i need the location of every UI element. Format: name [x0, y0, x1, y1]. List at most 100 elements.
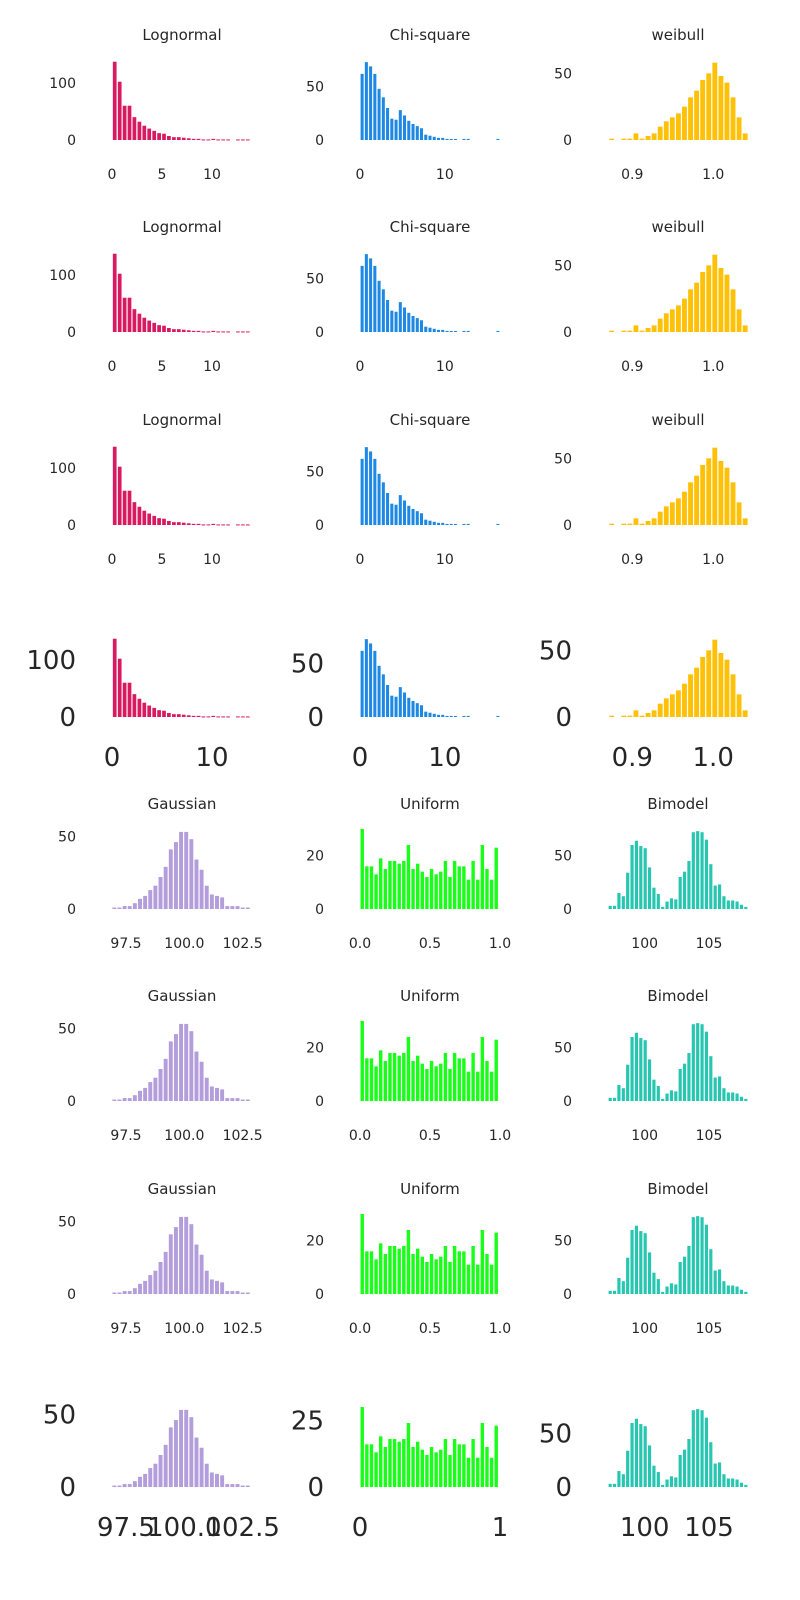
panel-title: Bimodel	[647, 987, 708, 1005]
histogram-bar	[230, 1291, 235, 1294]
histogram-bar	[674, 1091, 678, 1101]
y-tick-label: 20	[306, 849, 324, 865]
histogram-bar	[462, 715, 466, 717]
histogram-bar	[122, 1291, 127, 1294]
histogram-bar	[476, 1071, 480, 1101]
x-tick-label: 100	[631, 936, 658, 952]
histogram-bar	[369, 1058, 374, 1101]
histogram-bar	[448, 1069, 452, 1101]
histogram-bar	[420, 1449, 425, 1487]
histogram-bar	[191, 330, 196, 332]
histogram-bar	[173, 1034, 178, 1101]
histogram-bar	[245, 139, 250, 141]
histogram-bar	[245, 331, 250, 333]
histogram-bar	[445, 523, 449, 525]
histogram-bar	[360, 1407, 364, 1487]
panel-bimodal-row-5: Bimodel 0 50 100 105	[554, 795, 748, 952]
histogram-bar	[480, 1037, 485, 1101]
histogram-bar	[439, 871, 443, 909]
histogram-bar	[204, 1270, 209, 1294]
histogram-bar	[143, 895, 148, 909]
histogram-bar	[429, 1447, 434, 1487]
histogram-bar	[744, 906, 748, 909]
histogram-bar	[235, 1291, 240, 1294]
histogram-bar	[377, 88, 381, 140]
histogram-bar	[201, 524, 206, 526]
histogram-bar	[647, 1445, 652, 1487]
histogram-bar	[448, 877, 452, 909]
histogram-bar	[682, 683, 687, 717]
histogram-bar	[651, 133, 657, 140]
histogram-bar	[439, 1449, 443, 1487]
histogram-bar	[621, 330, 627, 332]
histogram-bar	[216, 139, 221, 141]
histogram-bar	[608, 1483, 612, 1487]
y-tick-label: 0	[563, 1094, 572, 1110]
histogram-bar	[398, 302, 402, 332]
histogram-bar	[199, 869, 204, 909]
histogram-bar	[639, 1424, 643, 1487]
histogram-bar	[381, 289, 385, 332]
histogram-bar	[691, 1024, 695, 1101]
histogram-bar	[369, 451, 373, 525]
y-tick-label: 50	[43, 1400, 76, 1430]
histogram-bar	[428, 712, 432, 717]
histogram-bar	[411, 124, 415, 140]
histogram-bar	[127, 297, 132, 332]
histogram-bar	[656, 1472, 660, 1487]
x-tick-label: 0.0	[349, 936, 371, 952]
x-tick-label: 1.0	[489, 936, 511, 952]
histogram-bar	[621, 138, 627, 140]
histogram-bar	[688, 674, 693, 717]
y-tick-label: 25	[291, 1406, 324, 1436]
histogram-bar	[235, 906, 240, 909]
histogram-bar	[449, 523, 453, 525]
histogram-bar	[189, 1417, 194, 1487]
y-tick-label: 50	[554, 66, 572, 82]
panel-chisquare-row-3: Chi-square 0 50 0 10	[306, 411, 500, 568]
histogram-bar	[731, 900, 735, 909]
histogram-bar	[726, 1478, 730, 1487]
histogram-bar	[386, 493, 390, 525]
histogram-bar	[691, 1217, 695, 1294]
histogram-bar	[626, 1450, 630, 1487]
histogram-bar	[167, 136, 171, 140]
histogram-bar	[236, 139, 240, 141]
histogram-bar	[612, 905, 617, 909]
x-tick-label: 97.5	[97, 1513, 155, 1543]
histogram-bar	[656, 1086, 660, 1101]
histogram-bar	[717, 1076, 722, 1101]
histogram-bar	[696, 1216, 700, 1294]
histogram-bar	[608, 1097, 612, 1101]
x-tick-label: 0	[352, 1513, 369, 1543]
histogram-bar	[163, 1444, 168, 1487]
histogram-bar	[235, 1098, 240, 1101]
histogram-bar	[184, 1409, 189, 1487]
histogram-bar	[661, 906, 665, 909]
histogram-bar	[226, 331, 230, 333]
y-tick-label: 0	[315, 133, 324, 149]
x-tick-label: 105	[696, 1321, 723, 1337]
histogram-bar	[736, 502, 742, 525]
histogram-bar	[709, 1442, 713, 1487]
histogram-bar	[211, 715, 216, 717]
histogram-bar	[717, 1269, 722, 1294]
histogram-bar	[147, 705, 152, 717]
x-tick-label: 100.0	[164, 1321, 204, 1337]
y-tick-label: 20	[306, 1041, 324, 1057]
histogram-bar	[480, 845, 485, 909]
histogram-bar	[744, 1291, 748, 1294]
histogram-bar	[127, 490, 132, 525]
histogram-bar	[235, 1484, 240, 1487]
histogram-bar	[415, 511, 419, 525]
histogram-bar	[199, 1447, 204, 1487]
histogram-bar	[726, 900, 730, 909]
histogram-bar	[112, 1099, 117, 1101]
y-tick-label: 0	[315, 518, 324, 534]
histogram-bar	[415, 318, 419, 332]
histogram-bar	[471, 1246, 475, 1294]
histogram-bar	[179, 1409, 184, 1487]
histogram-bar	[661, 1098, 665, 1101]
x-tick-label: 102.5	[223, 1321, 263, 1337]
histogram-bar	[462, 866, 466, 909]
